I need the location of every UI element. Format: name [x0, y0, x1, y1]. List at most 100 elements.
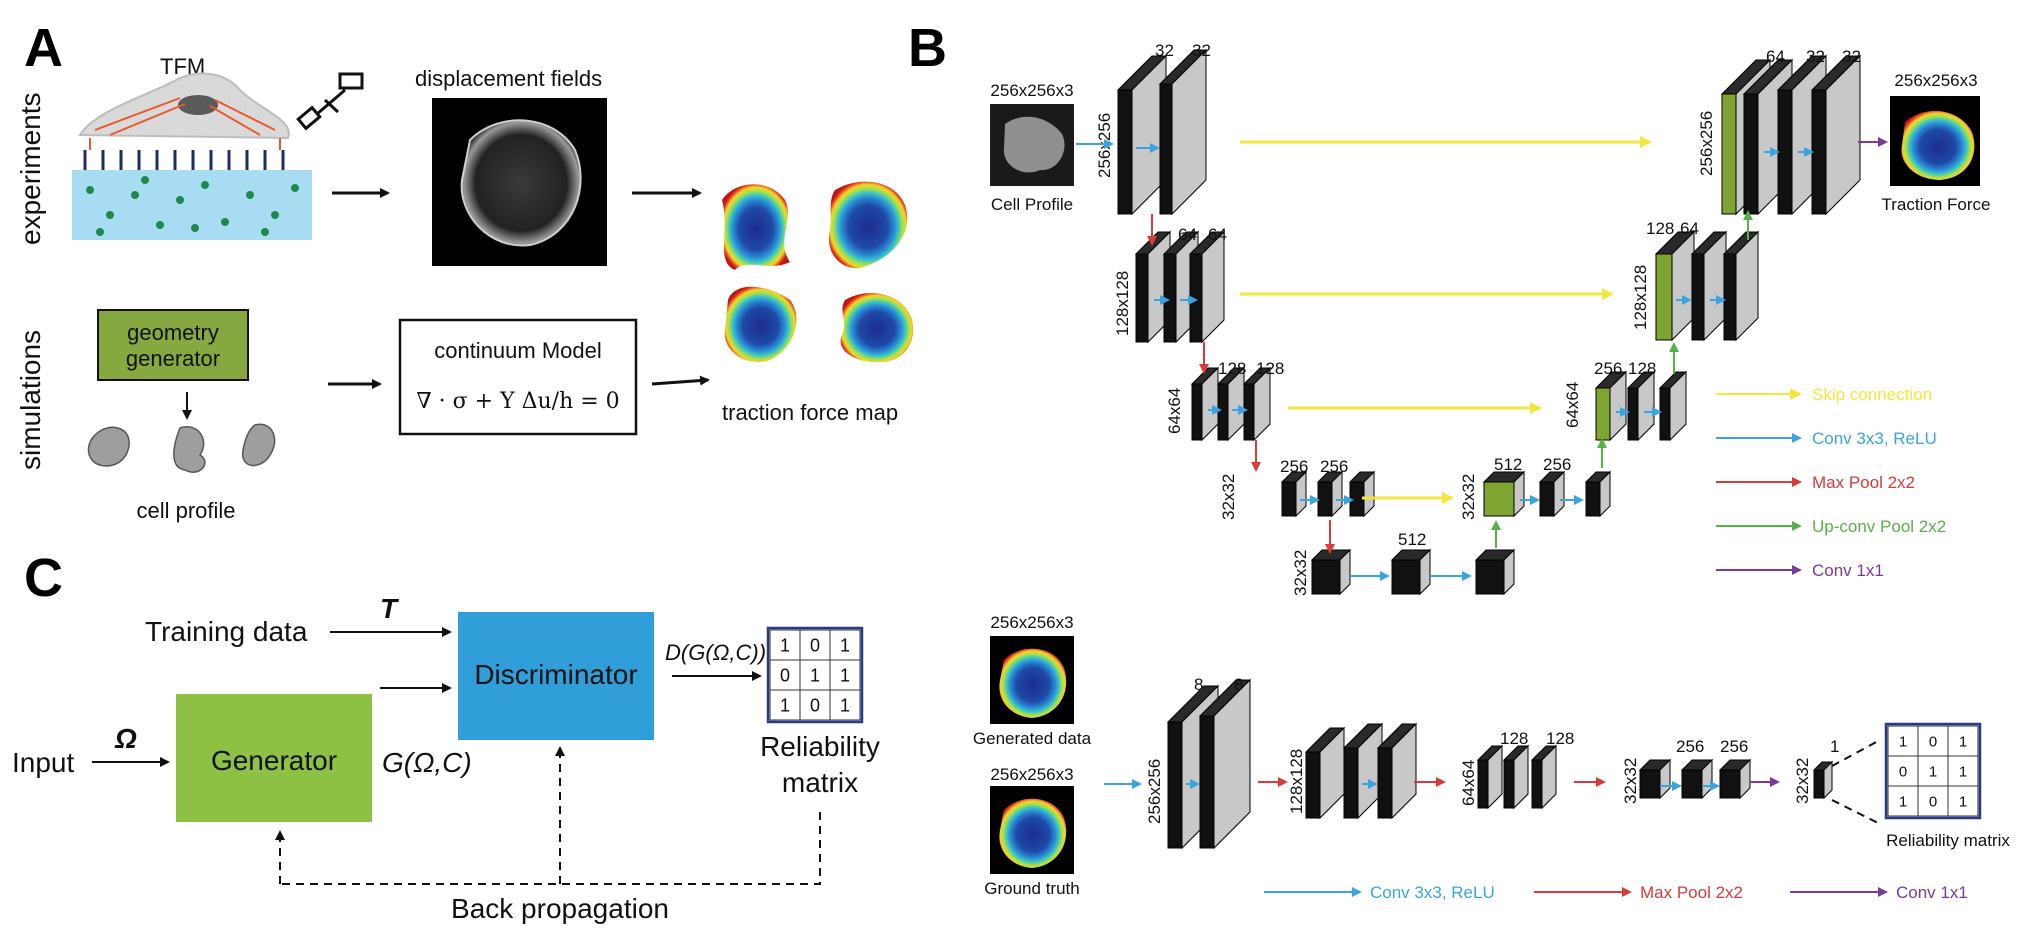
enc1-block-2	[1158, 48, 1208, 216]
disc-truth-label: Ground truth	[984, 879, 1079, 898]
disc-legend-item: Conv 3x3, ReLU	[1264, 883, 1495, 902]
input-label: Input	[12, 747, 74, 778]
bottleneck-block-3	[1474, 548, 1516, 596]
disc-block-11	[1718, 758, 1752, 800]
unet-legend-item: Conv 3x3, ReLU	[1716, 429, 1937, 448]
size-dec4: 32x32	[1459, 474, 1478, 520]
disc-generated-map	[999, 648, 1067, 718]
adhesion-pillars	[83, 150, 285, 170]
disc-legend-item: Conv 1x1	[1790, 883, 1968, 902]
disc-ch3-b: 128	[1546, 729, 1574, 748]
unet-blocks	[1116, 48, 1862, 596]
ch-dec3-a: 256	[1594, 359, 1622, 378]
ch-enc4-b: 256	[1320, 457, 1348, 476]
t-symbol: T	[380, 593, 400, 624]
matrix-value: 1	[1929, 763, 1937, 780]
legend-label: Max Pool 2x2	[1812, 473, 1915, 492]
dec2-block-2	[1690, 230, 1728, 342]
enc4-block-2	[1316, 470, 1344, 518]
omega-symbol: Ω	[114, 723, 137, 754]
discriminator-label: Discriminator	[474, 659, 637, 690]
disc-block-3	[1304, 726, 1346, 820]
matrix-value: 1	[1959, 733, 1967, 750]
unet-input-cell	[1003, 116, 1065, 173]
size-enc2: 128x128	[1113, 271, 1132, 336]
legend-label: Conv 3x3, ReLU	[1812, 429, 1937, 448]
disc-block-9	[1638, 758, 1672, 800]
dec3-block-3	[1658, 370, 1688, 442]
matrix-value: 0	[1929, 793, 1937, 810]
matrix-cell	[1917, 725, 1949, 757]
disc-generated-dim: 256x256x3	[990, 613, 1073, 632]
unet-legend: Skip connection Conv 3x3, ReLU Max Pool 2x…	[1716, 385, 1946, 580]
enc4-block-3	[1348, 470, 1376, 518]
matrix-value: 1	[840, 695, 850, 715]
ch-enc2-a: 64	[1178, 225, 1197, 244]
disc-truth-dim: 256x256x3	[990, 765, 1073, 784]
unet-input-label: Cell Profile	[991, 195, 1073, 214]
ch-enc1-a: 32	[1155, 41, 1174, 60]
matrix-value: 1	[840, 665, 850, 685]
cell-nucleus	[178, 95, 218, 115]
unet-legend-item: Up-conv Pool 2x2	[1716, 517, 1946, 536]
matrix-value: 0	[780, 665, 790, 685]
continuum-model-equation: ∇ · σ + Y Δu/h = 0	[416, 389, 619, 414]
unet-legend-item: Skip connection	[1716, 385, 1932, 404]
ch-bottleneck: 512	[1398, 530, 1426, 549]
enc2-block-3	[1188, 230, 1226, 344]
training-data-label: Training data	[145, 616, 308, 647]
dec3-block-green	[1594, 370, 1628, 442]
disc-size-4: 32x32	[1621, 758, 1640, 804]
disc-block-7	[1502, 744, 1530, 810]
continuum-model-title: continuum Model	[434, 338, 602, 363]
matrix-value: 1	[1959, 763, 1967, 780]
panel-a-letter: A	[24, 18, 63, 78]
cell-profile-shapes	[87, 423, 276, 473]
disc-ch5: 1	[1830, 737, 1839, 756]
dec2-block-3	[1722, 230, 1760, 342]
disc-legend: Conv 3x3, ReLU Max Pool 2x2 Conv 1x1	[1264, 883, 1968, 902]
matrix-value: 1	[840, 635, 850, 655]
geometry-generator-line1: geometry	[127, 320, 219, 345]
dec3-block-2	[1626, 370, 1656, 442]
matrix-value: 1	[1899, 733, 1907, 750]
g-output-label: G(Ω,C)	[382, 747, 472, 778]
matrix-cell	[1947, 755, 1979, 787]
matrix-value: 1	[810, 665, 820, 685]
matrix-value: 1	[780, 695, 790, 715]
row-label-simulations: simulations	[15, 330, 46, 470]
reliability-line1: Reliability	[760, 731, 880, 762]
skip-connections	[1240, 136, 1652, 504]
maxpool-arrows	[1147, 214, 1335, 554]
matrix-cell	[769, 629, 801, 661]
generator-label: Generator	[211, 745, 337, 776]
matrix-cell	[799, 629, 831, 661]
size-bottleneck: 32x32	[1291, 550, 1310, 596]
matrix-value: 1	[1899, 793, 1907, 810]
matrix-cell	[1917, 785, 1949, 817]
matrix-value: 1	[1959, 793, 1967, 810]
ch-enc3-a: 128	[1218, 359, 1246, 378]
disc-block-12	[1812, 760, 1834, 800]
disc-matrix-label: Reliability matrix	[1886, 831, 2010, 850]
ch-dec4-b: 256	[1543, 455, 1571, 474]
unet-output-label: Traction Force	[1882, 195, 1991, 214]
disc-ch1-b: 8	[1234, 675, 1243, 694]
displacement-label: displacement fields	[415, 66, 602, 91]
disc-block-2	[1198, 678, 1252, 850]
unet-output-map	[1901, 110, 1975, 180]
legend-label: Conv 1x1	[1812, 561, 1884, 580]
unet-output-dim: 256x256x3	[1894, 71, 1977, 90]
matrix-cell	[829, 629, 861, 661]
matrix-cell	[1887, 785, 1919, 817]
disc-legend-label: Conv 3x3, ReLU	[1370, 883, 1495, 902]
matrix-border	[1884, 722, 1982, 820]
panel-c: C Training data T Discriminator D(G(Ω,C)…	[12, 548, 880, 924]
size-enc4: 32x32	[1219, 474, 1238, 520]
continuum-model-box	[398, 318, 638, 436]
matrix-value: 0	[810, 695, 820, 715]
panel-b-letter: B	[908, 18, 947, 78]
enc4-block-1	[1280, 470, 1308, 518]
enc3-block-3	[1242, 366, 1272, 442]
disc-blocks	[1166, 678, 1834, 850]
